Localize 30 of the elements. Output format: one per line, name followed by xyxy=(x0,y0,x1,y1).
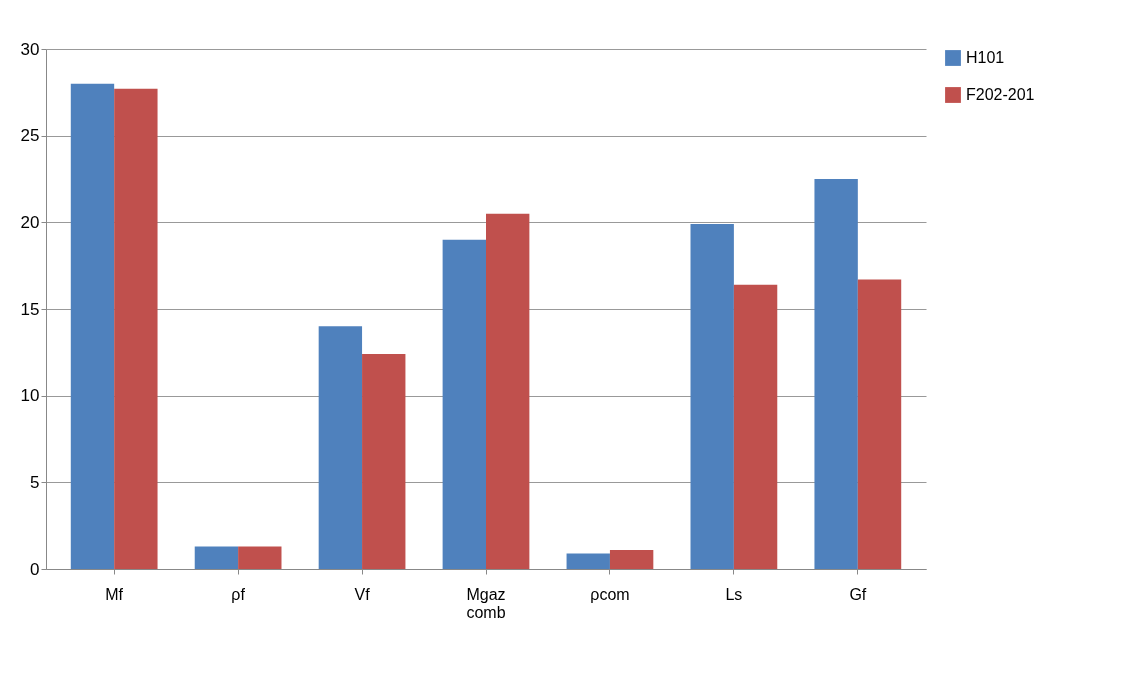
bar xyxy=(238,546,282,569)
y-tick-label: 20 xyxy=(20,212,40,232)
bar xyxy=(442,239,486,569)
x-tick-label: ρf xyxy=(231,585,246,603)
legend-label: H101 xyxy=(966,49,1005,66)
bar xyxy=(566,553,610,569)
y-tick-label: 25 xyxy=(20,126,40,146)
y-tick-label: 10 xyxy=(20,386,40,406)
y-tick-label: 15 xyxy=(20,299,40,319)
x-tick-label: Ls xyxy=(725,585,743,603)
bar xyxy=(857,279,902,569)
y-tick-label: 30 xyxy=(20,39,40,59)
bar xyxy=(609,549,654,569)
y-tick-label: 0 xyxy=(30,559,40,579)
bar xyxy=(194,546,239,569)
bar xyxy=(114,88,158,569)
bar xyxy=(318,326,363,569)
bar xyxy=(690,224,734,569)
x-tick-label: ρcom xyxy=(590,585,630,603)
bar xyxy=(814,179,858,569)
x-tick-label: Mgaz comb xyxy=(466,585,506,621)
x-tick-label: Vf xyxy=(354,585,371,603)
bar xyxy=(362,354,406,569)
x-tick-label: Mf xyxy=(105,585,124,603)
bar xyxy=(486,213,530,569)
bar xyxy=(733,284,778,569)
legend-label: F202-201 xyxy=(966,86,1035,103)
bar xyxy=(70,83,115,569)
x-tick-label: Gf xyxy=(849,585,867,603)
y-tick-label: 5 xyxy=(30,472,40,492)
